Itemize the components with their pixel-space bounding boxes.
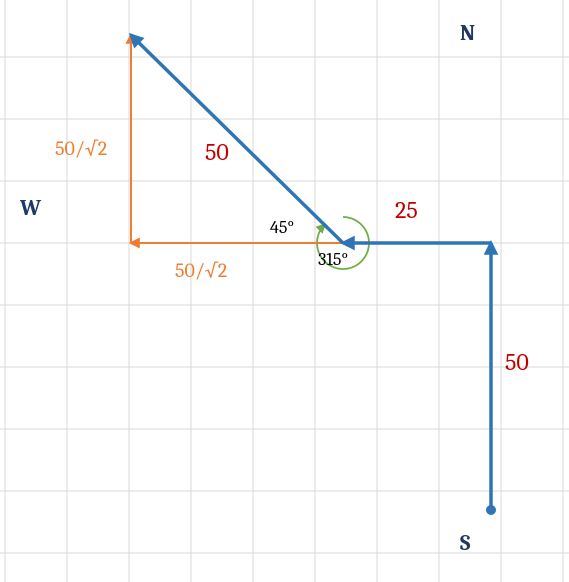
lbl-50r2-h: 50/√2 [175, 259, 227, 282]
compass-N: N [460, 20, 475, 46]
angle-315-label: 315° [318, 249, 348, 270]
start-point [486, 505, 496, 515]
lbl-50-right: 50 [505, 348, 529, 376]
grid [0, 0, 569, 582]
compass-W: W [19, 195, 42, 221]
lbl-50r2-v: 50/√2 [55, 137, 107, 160]
lbl-50-diag: 50 [205, 138, 229, 166]
lbl-25: 25 [395, 196, 418, 224]
v-diag-50 [131, 35, 343, 243]
angle-45-label: 45° [270, 217, 294, 238]
compass-S: S [460, 530, 471, 556]
